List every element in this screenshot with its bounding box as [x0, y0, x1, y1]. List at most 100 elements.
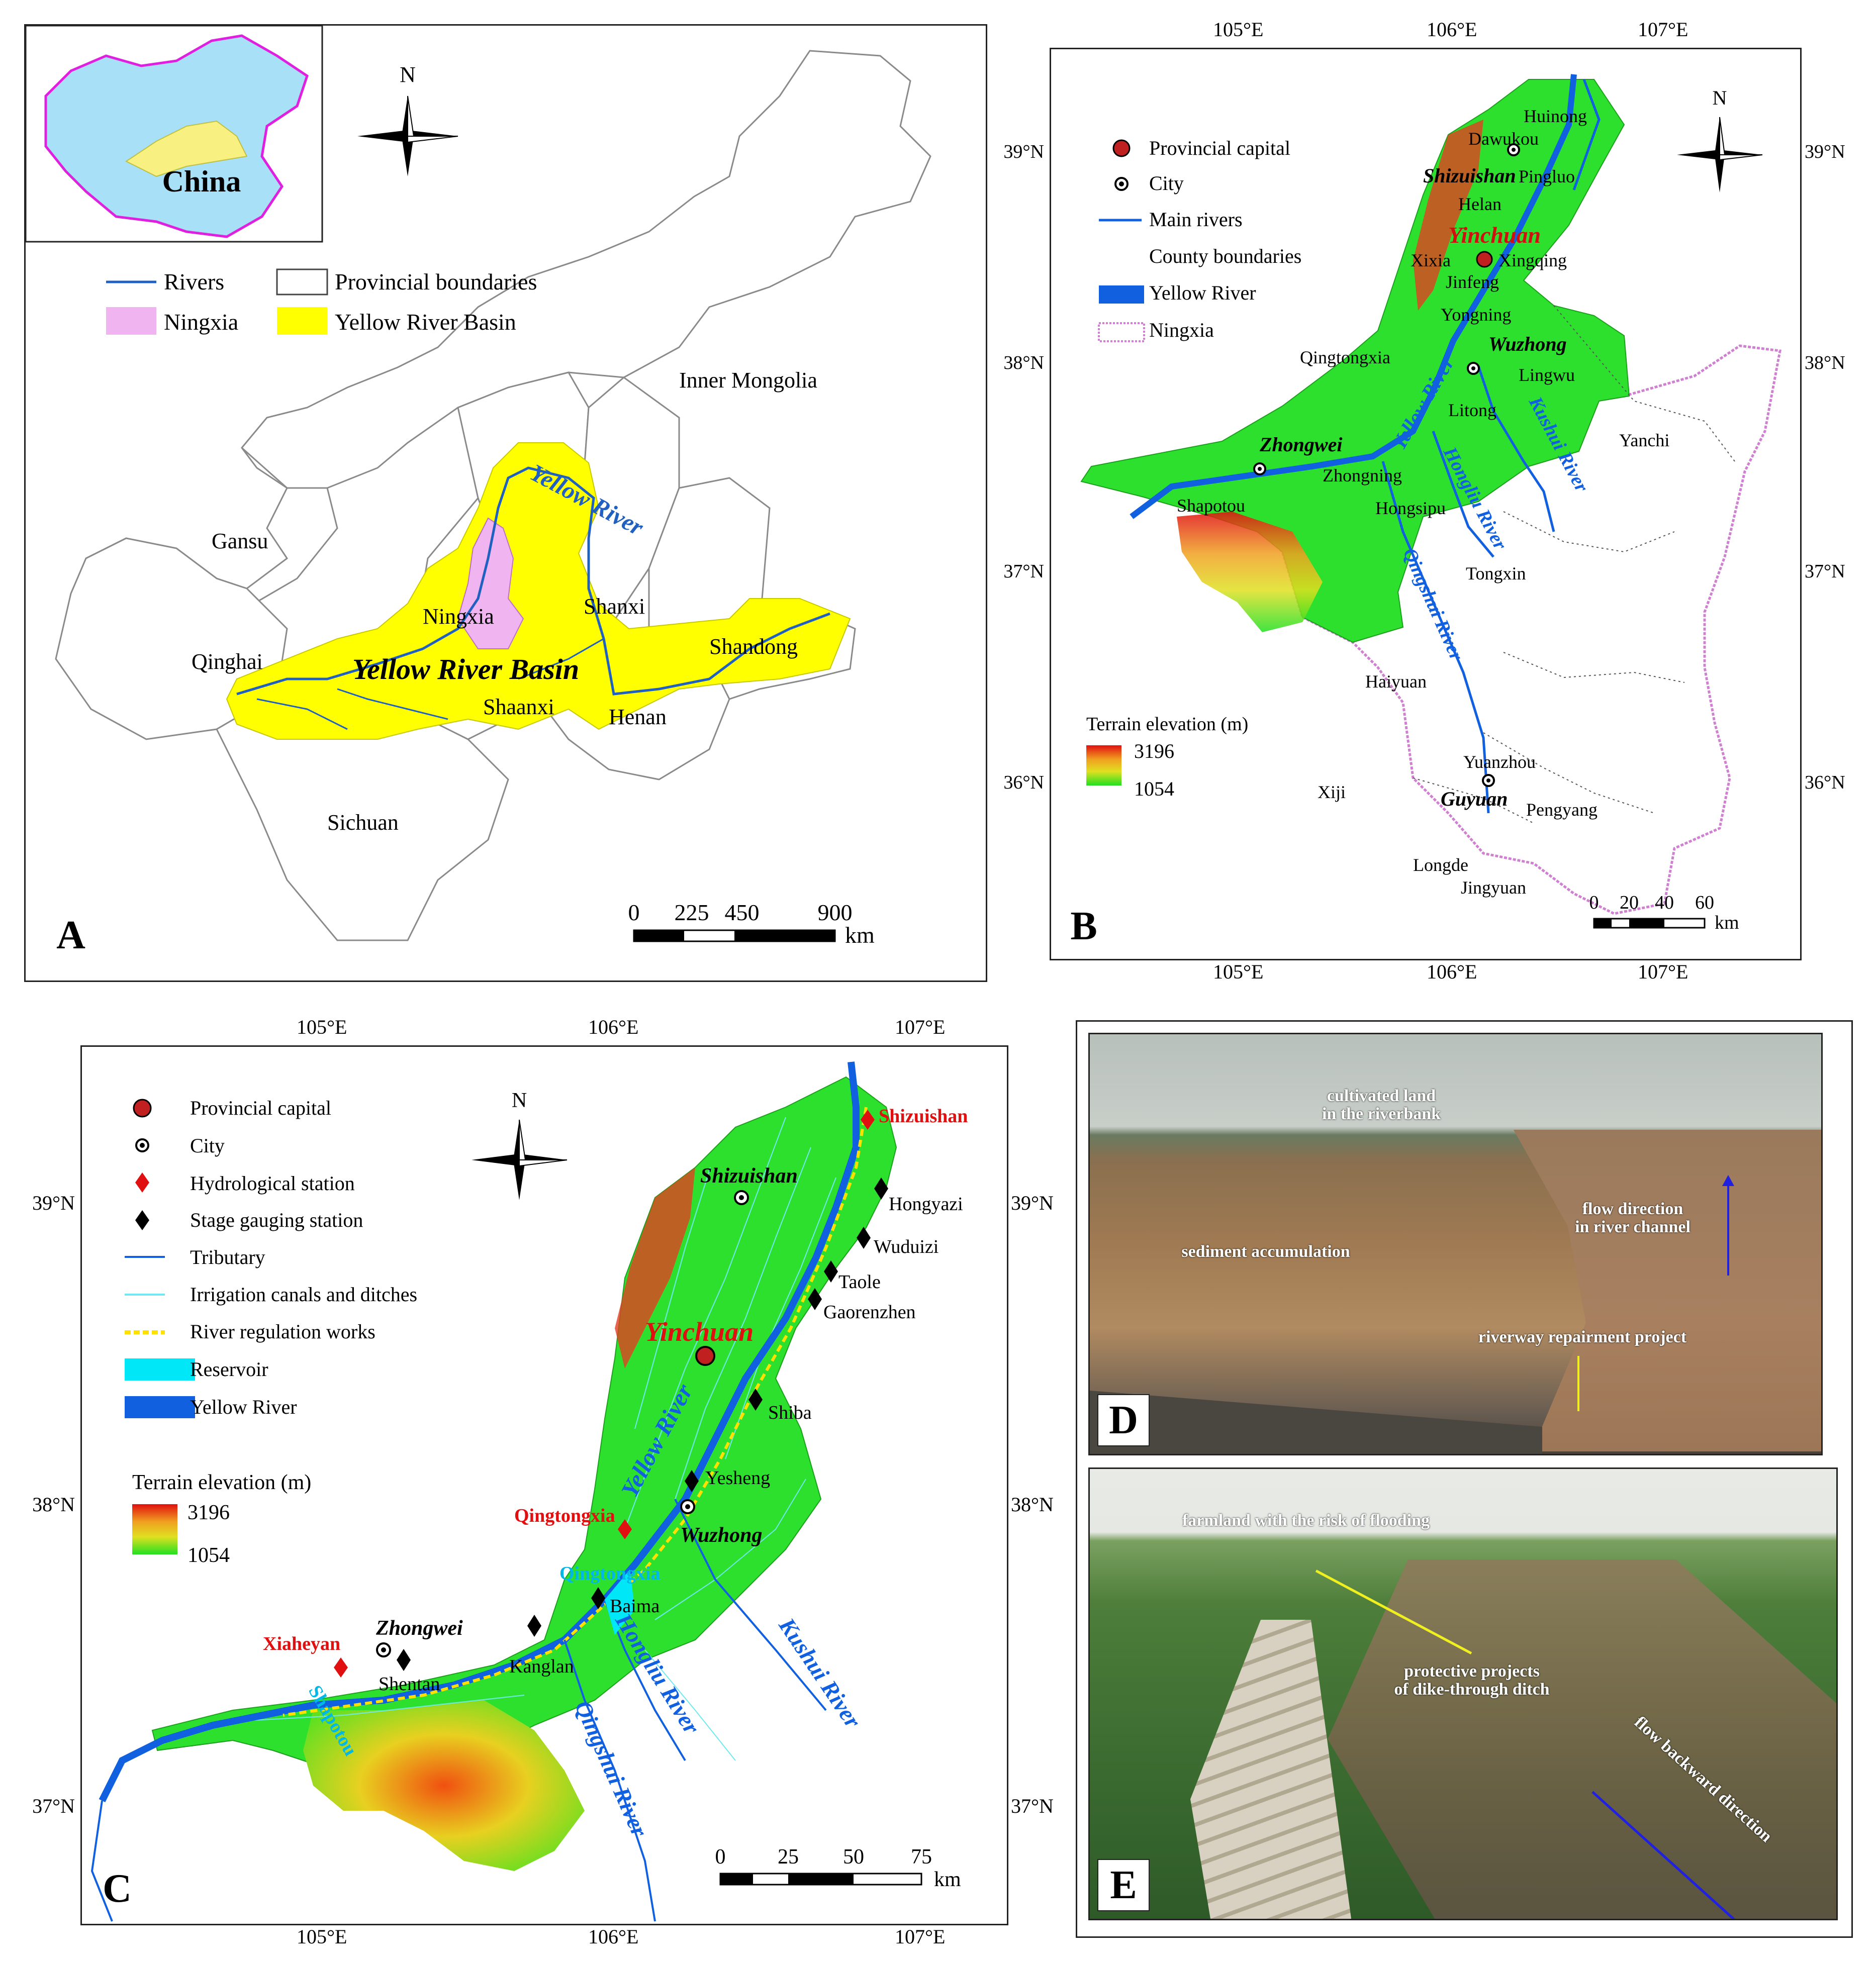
legend-ningxia-label: Ningxia [164, 309, 238, 335]
scale-a-t3: 900 [818, 900, 853, 925]
b-lat-r-37: 37°N [1805, 561, 1845, 582]
inset-basin-shape [125, 120, 248, 177]
c-river-kushui: Kushui River [774, 1613, 866, 1733]
county-boundaries-b [1413, 305, 1735, 824]
north-label: N [400, 62, 416, 87]
b-lon-top: 105°E 106°E 107°E [1050, 18, 1799, 48]
inset-china-label: China [162, 165, 241, 198]
terrain-high-b [1177, 512, 1323, 632]
b-place-jinfeng: Jinfeng [1446, 272, 1499, 292]
label-inner-mongolia: Inner Mongolia [679, 368, 817, 393]
north-c-label: N [512, 1089, 527, 1112]
c-place-yesheng: Yesheng [705, 1467, 770, 1489]
legend-b-city: City [1149, 172, 1184, 194]
b-place-xingqing: Xingqing [1498, 250, 1567, 270]
photo-e-sandbags [1190, 1620, 1351, 1919]
photo-e-ditch [1328, 1559, 1836, 1919]
c-lat-l-37: 37°N [32, 1795, 75, 1817]
city-marker-c [734, 1190, 749, 1205]
north-arrow-icon [357, 95, 458, 176]
yellow-river-b [1130, 74, 1577, 519]
legend-b-ningxia: Ningxia [1149, 319, 1214, 341]
city-marker-c [680, 1499, 695, 1514]
b-place-xixia: Xixia [1411, 250, 1451, 270]
b-place-tongxin: Tongxin [1466, 563, 1526, 583]
ann-d-flow: flow direction in river channel [1575, 1200, 1691, 1236]
b-elev-title: Terrain elevation (m) [1086, 714, 1248, 735]
scale-bar-c [719, 1873, 922, 1886]
c-place-yinchuan: Yinchuan [645, 1317, 754, 1347]
photo-d-river [1514, 1130, 1821, 1451]
b-lat-r-38: 38°N [1805, 352, 1845, 373]
irrigation-canals-c [252, 1117, 836, 1761]
b-place-guyuan: Guyuan [1441, 788, 1508, 810]
river-regulation-works-c [283, 1107, 868, 1717]
b-lon-bottom: 105°E 106°E 107°E [1050, 960, 1799, 985]
b-place-longde: Longde [1413, 855, 1468, 875]
irrigated-area-b [1080, 79, 1630, 643]
river-kushui-b [1477, 365, 1555, 532]
ann-d-sediment: sediment accumulation [1181, 1242, 1350, 1261]
b-lon-bot-107: 107°E [1638, 960, 1689, 983]
c-lon-bot-106: 106°E [588, 1925, 639, 1948]
c-place-shizuishan-city: Shizuishan [700, 1164, 798, 1188]
scale-bar-b [1593, 918, 1706, 929]
legend-b-capital: Provincial capital [1149, 137, 1290, 159]
city-marker-c [376, 1642, 391, 1657]
label-yellow-river-basin: Yellow River Basin [352, 653, 579, 685]
panel-b: 105°E Provincial capital City Main river… [1050, 48, 1802, 960]
b-place-haiyuan: Haiyuan [1365, 671, 1427, 692]
legend-provincial-swatch [276, 268, 328, 296]
b-place-yongning: Yongning [1441, 305, 1511, 325]
yellow-river-basin-area [226, 442, 851, 740]
b-place-lingwu: Lingwu [1519, 365, 1575, 385]
b-place-dawukou: Dawukou [1468, 129, 1539, 149]
legend-basin-label: Yellow River Basin [335, 309, 516, 335]
label-shanxi: Shanxi [584, 594, 645, 619]
c-elev-ramp [132, 1504, 177, 1554]
c-place-zhongwei: Zhongwei [376, 1617, 463, 1640]
c-place-baima: Baima [610, 1596, 660, 1617]
b-elev-min: 1054 [1134, 777, 1174, 800]
c-place-qingtongxia-station: Qingtongxia [514, 1505, 615, 1526]
north-arrow-c-icon [472, 1119, 568, 1200]
scale-a-t2: 450 [725, 900, 760, 925]
legend-rivers-label: Rivers [164, 269, 224, 295]
c-elev-title: Terrain elevation (m) [132, 1471, 311, 1494]
legend-ningxia-swatch [106, 307, 156, 335]
b-place-wuzhong: Wuzhong [1488, 333, 1567, 355]
panel-c: Provincial capital City Hydrological sta… [80, 1045, 1008, 1925]
legend-c-tributary: Tributary [190, 1246, 265, 1268]
label-shandong: Shandong [709, 634, 798, 659]
label-qinghai: Qinghai [192, 649, 263, 674]
b-place-hongsipu: Hongsipu [1375, 498, 1446, 518]
river-qingshui-b [1381, 461, 1490, 814]
legend-b-yellow-river: Yellow River [1149, 281, 1256, 304]
hydro-station-marker [334, 1110, 875, 1678]
stage-station-marker [397, 1178, 888, 1671]
b-place-pingluo: Pingluo [1519, 166, 1575, 186]
b-place-zhongning: Zhongning [1323, 465, 1402, 485]
legend-c: Provincial capital City Hydrological sta… [125, 1097, 417, 1418]
c-lat-r-39: 39°N [1011, 1192, 1054, 1214]
b-lat-l-38: 38°N [1003, 352, 1044, 373]
panel-a-label: A [56, 913, 85, 957]
panel-b-label: B [1070, 904, 1097, 948]
scale-b-t2: 40 [1655, 892, 1674, 913]
city-marker [1482, 774, 1495, 787]
scale-bar-a [633, 929, 836, 942]
c-river-qingshui: Qingshui River [570, 1697, 653, 1841]
c-lon-bot-105: 105°E [297, 1925, 347, 1948]
flow-arrow-d-icon [1727, 1180, 1729, 1276]
terrain-ridge-b [1413, 120, 1483, 311]
capital-marker-yinchuan [1476, 251, 1493, 268]
city-marker [1507, 143, 1520, 156]
river-hongliu-b [1432, 431, 1494, 558]
b-lat-l-36: 36°N [1003, 772, 1044, 793]
c-place-shizuishan-station: Shizuishan [879, 1106, 968, 1127]
ann-d-land: cultivated land in the riverbank [1322, 1087, 1441, 1123]
b-place-huinong: Huinong [1524, 106, 1587, 126]
legend-c-regulation: River regulation works [190, 1320, 376, 1343]
river-tributary [256, 638, 604, 730]
c-lat-l-39: 39°N [32, 1192, 75, 1214]
